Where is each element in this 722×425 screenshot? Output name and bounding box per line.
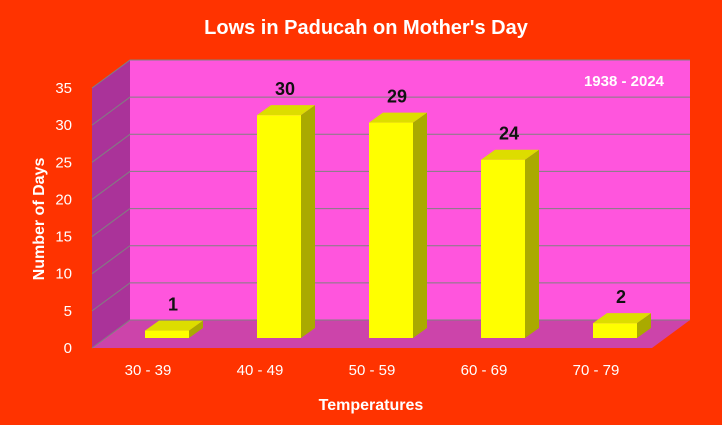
data-label: 24	[499, 124, 519, 144]
bar-front-face	[145, 330, 189, 338]
bar	[481, 149, 539, 338]
bar-top-face	[593, 313, 651, 324]
x-tick-label: 70 - 79	[573, 362, 620, 379]
bar-front-face	[369, 122, 413, 338]
bar-side-face	[413, 112, 427, 338]
data-label: 29	[387, 87, 407, 107]
bar-front-face	[481, 159, 525, 338]
y-tick-label: 5	[64, 303, 72, 320]
y-tick-label: 20	[55, 191, 72, 208]
y-tick-label: 25	[55, 154, 72, 171]
bar-front-face	[593, 323, 637, 338]
data-label: 2	[616, 287, 626, 307]
date-range-annotation: 1938 - 2024	[584, 73, 665, 90]
bar	[369, 112, 427, 338]
gridline	[91, 133, 690, 163]
bar-top-face	[145, 320, 203, 331]
bar-side-face	[637, 313, 651, 338]
x-tick-label: 50 - 59	[349, 362, 396, 379]
y-axis-title: Number of Days	[31, 158, 48, 281]
bar-top-face	[481, 149, 539, 160]
x-tick-label: 60 - 69	[461, 362, 508, 379]
bar	[257, 105, 315, 339]
bar	[145, 320, 203, 338]
y-tick-label: 0	[64, 340, 72, 357]
gridline	[91, 96, 690, 126]
gridline	[91, 59, 690, 89]
bar-side-face	[301, 105, 315, 339]
y-tick-label: 10	[55, 266, 72, 283]
data-label: 1	[168, 295, 178, 315]
x-tick-label: 40 - 49	[237, 362, 284, 379]
y-tick-label: 35	[55, 80, 72, 97]
x-tick-label: 30 - 39	[125, 362, 172, 379]
bar-top-face	[257, 105, 315, 116]
bar-front-face	[257, 115, 301, 339]
bar	[593, 313, 651, 338]
y-tick-label: 15	[55, 229, 72, 246]
chart-title: Lows in Paducah on Mother's Day	[204, 17, 529, 39]
bar-side-face	[189, 320, 203, 338]
data-label: 30	[275, 79, 295, 99]
x-axis-title: Temperatures	[319, 397, 424, 414]
plot-side-wall	[92, 60, 130, 348]
y-tick-label: 30	[55, 117, 72, 134]
bar-top-face	[369, 112, 427, 123]
bar-side-face	[525, 149, 539, 338]
